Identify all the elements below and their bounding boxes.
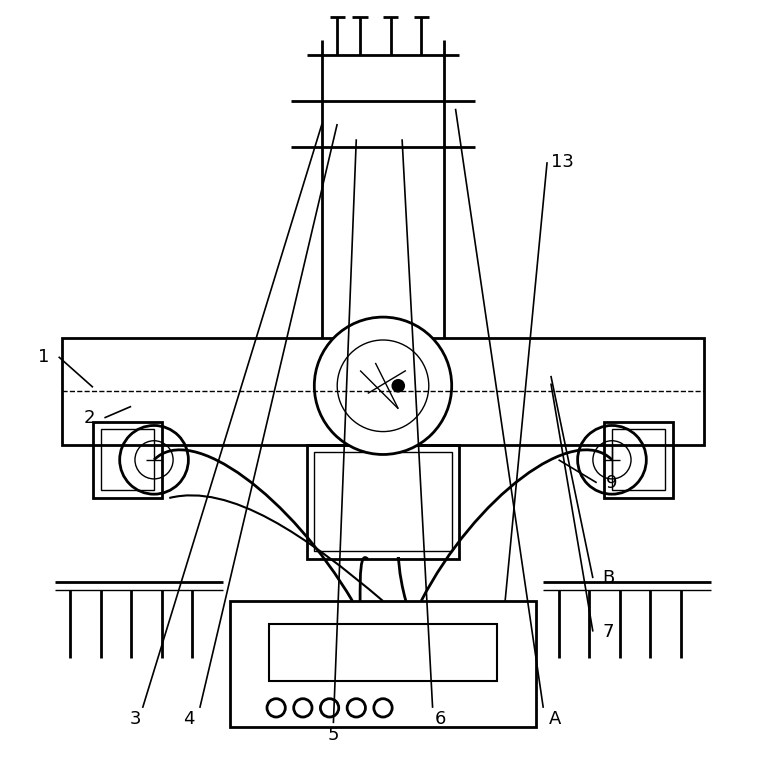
- Bar: [93, 422, 162, 498]
- Text: 3: 3: [129, 710, 141, 729]
- Text: 1: 1: [38, 347, 49, 366]
- Text: 6: 6: [434, 710, 446, 729]
- Text: B: B: [602, 569, 614, 587]
- Bar: [612, 430, 666, 490]
- Text: 4: 4: [182, 710, 194, 729]
- Circle shape: [314, 317, 452, 455]
- Text: A: A: [548, 710, 561, 729]
- Bar: [269, 624, 497, 681]
- Text: 13: 13: [551, 153, 574, 171]
- Text: 5: 5: [328, 726, 339, 743]
- Bar: [63, 337, 703, 445]
- Bar: [100, 430, 154, 490]
- Bar: [231, 601, 535, 727]
- Text: 2: 2: [83, 409, 95, 427]
- Text: 7: 7: [602, 623, 614, 640]
- Circle shape: [392, 380, 404, 392]
- Bar: [314, 453, 452, 551]
- Bar: [604, 422, 673, 498]
- Text: 9: 9: [606, 474, 617, 492]
- Bar: [306, 445, 460, 559]
